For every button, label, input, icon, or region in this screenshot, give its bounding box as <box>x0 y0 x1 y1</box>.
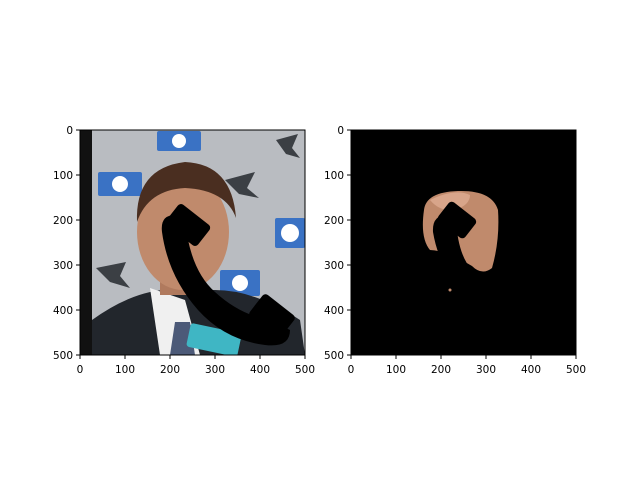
y-tick-label: 400 <box>53 305 73 317</box>
y-tick-label: 500 <box>53 350 73 362</box>
x-tick-label: 300 <box>205 364 225 376</box>
y-tick-label: 100 <box>53 170 73 182</box>
y-tick-label: 100 <box>324 170 344 182</box>
y-tick-label: 200 <box>53 215 73 227</box>
y-tick-label: 300 <box>53 260 73 272</box>
y-tick-label: 400 <box>324 305 344 317</box>
left-axes-frame <box>79 129 306 356</box>
x-tick-label: 100 <box>386 364 406 376</box>
x-tick-label: 500 <box>295 364 315 376</box>
x-tick-label: 200 <box>431 364 451 376</box>
hp-logo-icon <box>98 131 305 296</box>
y-tick-label: 0 <box>66 125 73 137</box>
y-tick-label: 300 <box>324 260 344 272</box>
y-tick-label: 500 <box>324 350 344 362</box>
y-tick-label: 200 <box>324 215 344 227</box>
x-tick-label: 400 <box>250 364 270 376</box>
x-tick-label: 400 <box>521 364 541 376</box>
x-tick-label: 300 <box>476 364 496 376</box>
y-tick-label: 0 <box>337 125 344 137</box>
telephone-handset-mask <box>161 204 295 346</box>
right-image-panel <box>351 130 576 355</box>
x-tick-label: 100 <box>115 364 135 376</box>
x-tick-label: 0 <box>348 364 355 376</box>
right-axes-frame <box>350 129 577 356</box>
x-tick-label: 0 <box>77 364 84 376</box>
x-tick-label: 500 <box>566 364 586 376</box>
left-image-panel <box>80 130 305 355</box>
shark-logo-icon <box>96 134 300 288</box>
x-tick-label: 200 <box>160 364 180 376</box>
telephone-handset-mask <box>432 201 477 282</box>
